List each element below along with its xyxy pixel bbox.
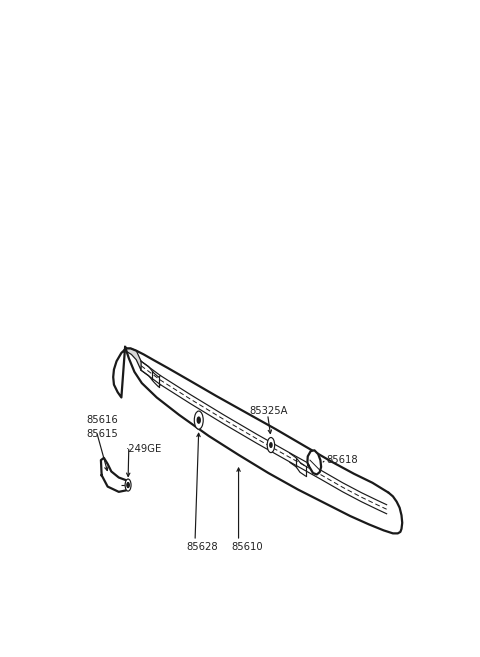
Text: 85610: 85610: [231, 542, 263, 552]
Circle shape: [197, 417, 200, 423]
Circle shape: [125, 479, 131, 491]
Circle shape: [270, 443, 272, 447]
Text: 85615: 85615: [86, 429, 118, 439]
Polygon shape: [101, 458, 129, 492]
Text: ·249GE: ·249GE: [126, 444, 162, 454]
Text: 85628: 85628: [186, 542, 218, 552]
Circle shape: [267, 438, 275, 453]
Polygon shape: [125, 347, 141, 371]
Circle shape: [127, 483, 129, 487]
Polygon shape: [307, 450, 321, 474]
Text: 85618: 85618: [326, 455, 358, 465]
Text: 85325A: 85325A: [250, 406, 288, 416]
Circle shape: [194, 411, 203, 429]
Polygon shape: [113, 347, 402, 533]
Text: 85616: 85616: [86, 415, 118, 425]
